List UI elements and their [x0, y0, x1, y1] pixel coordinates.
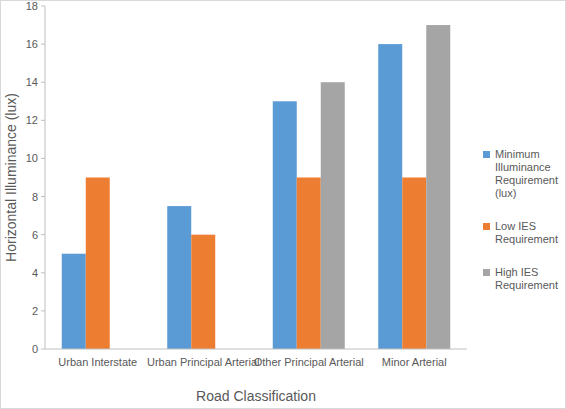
- bar: [321, 82, 345, 349]
- legend-swatch: [483, 223, 490, 230]
- y-tick-label: 4: [32, 267, 38, 279]
- x-tick-label: Minor Arterial: [382, 356, 447, 368]
- y-tick: [41, 120, 45, 121]
- x-tick-label: Urban Principal Arterial: [147, 356, 260, 368]
- y-tick: [41, 44, 45, 45]
- y-tick: [41, 6, 45, 7]
- y-tick-label: 2: [32, 305, 38, 317]
- x-tick-label: Urban Interstate: [58, 356, 137, 368]
- y-tick: [41, 310, 45, 311]
- y-tick-label: 10: [26, 152, 38, 164]
- x-axis-title: Road Classification: [196, 388, 316, 404]
- legend-label: Low IESRequirement: [495, 220, 558, 245]
- bar: [167, 206, 191, 349]
- bar: [297, 178, 321, 350]
- y-axis: [45, 6, 46, 349]
- bar: [86, 178, 110, 350]
- bar: [62, 254, 86, 349]
- y-tick: [41, 272, 45, 273]
- bar: [273, 101, 297, 349]
- y-tick-label: 16: [26, 38, 38, 50]
- y-tick: [41, 196, 45, 197]
- y-tick: [41, 234, 45, 235]
- legend-label: High IESRequirement: [495, 266, 558, 291]
- chart: 0 2 4 6 8 10 12 14 16 18 Urban Interstate Urban Pri…: [0, 0, 566, 409]
- y-tick-label: 0: [32, 343, 38, 355]
- y-axis-title: Horizontal Illuminance (lux): [3, 93, 19, 262]
- y-tick: [41, 82, 45, 83]
- legend-swatch: [483, 269, 490, 276]
- bar: [191, 235, 215, 349]
- y-tick-label: 6: [32, 229, 38, 241]
- x-axis: [45, 349, 467, 350]
- bars: [62, 25, 451, 349]
- chart-border: [1, 1, 566, 409]
- y-tick-label: 14: [26, 76, 38, 88]
- bar: [402, 178, 426, 350]
- bar: [378, 44, 402, 349]
- y-tick-label: 12: [26, 114, 38, 126]
- y-tick: [41, 158, 45, 159]
- x-tick-label: Other Principal Arterial: [254, 356, 364, 368]
- bar: [426, 25, 450, 349]
- y-tick-label: 18: [26, 0, 38, 12]
- y-tick-label: 8: [32, 191, 38, 203]
- legend-swatch: [483, 151, 490, 158]
- legend-label: MinimumIlluminanceRequirement(lux): [495, 148, 558, 199]
- y-tick: [41, 349, 45, 350]
